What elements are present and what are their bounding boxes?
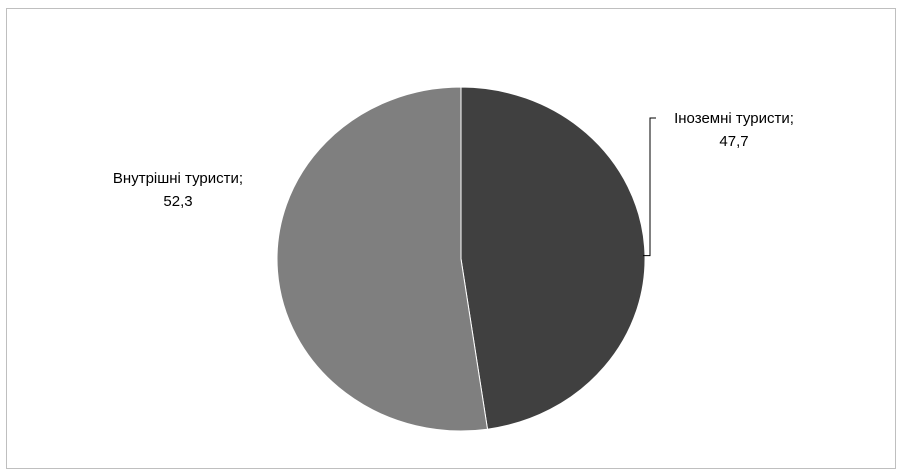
pie-slice-vnutrishni <box>276 86 489 432</box>
data-label-inozemni-value: 47,7 <box>719 133 748 150</box>
data-label-vnutrishni-name: Внутрішні туристи; <box>113 170 243 187</box>
data-label-inozemni-name: Іноземні туристи; <box>674 110 794 127</box>
pie-slices <box>276 86 646 432</box>
data-label-vnutrishni-value: 52,3 <box>163 193 192 210</box>
leader-line-inozemni <box>643 117 656 257</box>
pie-slice-inozemni <box>460 86 646 430</box>
